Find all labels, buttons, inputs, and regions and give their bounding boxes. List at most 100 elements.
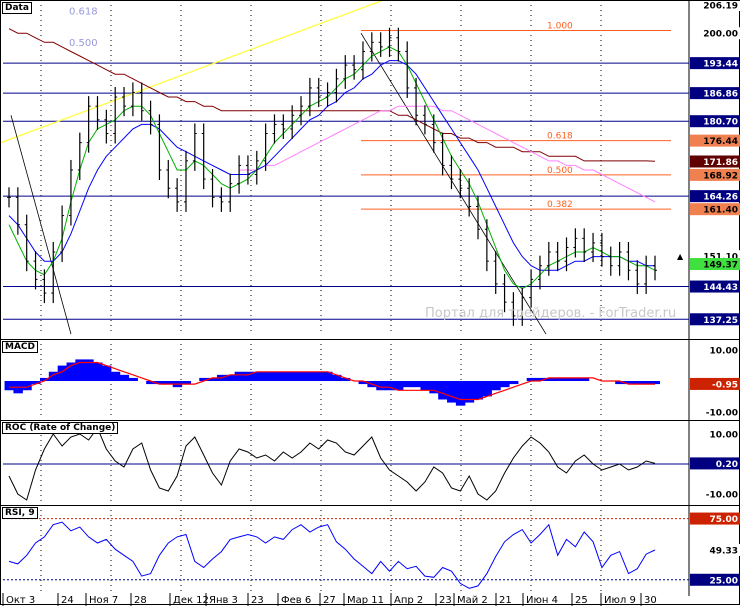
macd-histogram-bar xyxy=(579,377,590,381)
x-tick-label: 23 xyxy=(439,595,452,606)
watermark: Портал для трейдеров. - ForTrader.ru xyxy=(425,306,677,321)
macd-histogram-bar xyxy=(615,381,625,385)
fib-level-label: 0.382 xyxy=(547,200,573,210)
macd-panel-title: MACD xyxy=(2,341,38,353)
rsi-axis-label-box xyxy=(690,573,740,586)
x-tick-label: Окт 3 xyxy=(6,595,35,606)
macd-histogram-bar xyxy=(438,381,448,400)
x-tick-label: Янв 3 xyxy=(209,595,238,606)
macd-histogram-bar xyxy=(84,359,94,381)
roc-current-label-box xyxy=(690,457,740,470)
macd-panel: MACD 10.00 -10.00 -0.95 xyxy=(0,339,740,422)
trend-line xyxy=(1,1,382,144)
macd-histogram-bar xyxy=(155,381,165,385)
macd-histogram-bar xyxy=(243,371,253,381)
price-axis-label-box xyxy=(690,155,740,168)
macd-histogram-bar xyxy=(57,365,68,381)
macd-histogram-bar xyxy=(535,377,545,381)
price-axis-label-box xyxy=(690,57,740,70)
price-axis-label: 193.44 xyxy=(703,60,738,70)
macd-histogram-bar xyxy=(48,371,59,381)
macd-histogram-bar xyxy=(632,381,643,385)
x-tick-label: Май 2 xyxy=(457,595,488,606)
macd-histogram-bar xyxy=(464,381,475,403)
moving-average-blue xyxy=(8,60,655,271)
macd-histogram-bar xyxy=(146,381,156,385)
price-axis-label-box xyxy=(690,190,740,203)
macd-axis-label: 10.00 xyxy=(710,347,738,357)
price-axis-label-box xyxy=(690,168,740,181)
macd-histogram-bar xyxy=(385,381,395,391)
x-tick-label: 21 xyxy=(499,595,512,606)
trend-line xyxy=(360,33,547,335)
macd-histogram-bar xyxy=(402,381,413,388)
price-axis-label: 149.37 xyxy=(703,261,738,271)
macd-histogram-bar xyxy=(208,377,218,381)
macd-histogram-bar xyxy=(22,381,32,391)
rsi-axis-label-box xyxy=(690,512,740,525)
macd-histogram-bar xyxy=(624,381,634,385)
x-tick-label: 27 xyxy=(323,595,336,606)
macd-histogram-bar xyxy=(411,381,422,388)
price-axis-label: 137.25 xyxy=(703,316,738,326)
x-tick-label: 24 xyxy=(61,595,74,606)
macd-histogram-bar xyxy=(526,377,537,381)
x-tick-label: 23 xyxy=(251,595,264,606)
fib-level-label: 1.000 xyxy=(547,21,573,31)
fib-level-label: 0.618 xyxy=(547,132,573,142)
roc-chart: 10.00 -10.00 0.20 xyxy=(3,421,740,507)
price-axis-label-box xyxy=(690,250,740,263)
x-tick-label: Мар 11 xyxy=(347,595,384,606)
macd-histogram-bar xyxy=(93,362,103,381)
macd-histogram-bar xyxy=(110,371,121,381)
macd-histogram-bar xyxy=(482,381,492,397)
macd-chart: 10.00 -10.00 -0.95 xyxy=(4,340,740,422)
macd-histogram-bar xyxy=(393,381,404,391)
x-tick-label: Июн 4 xyxy=(526,595,558,606)
macd-histogram-bar xyxy=(163,381,174,385)
price-axis-label-box xyxy=(690,258,740,271)
macd-histogram-bar xyxy=(641,381,652,385)
x-tick-label: Фев 6 xyxy=(281,595,311,606)
price-axis-label: 180.70 xyxy=(703,118,738,128)
x-tick-label: Апр 2 xyxy=(394,595,423,606)
macd-histogram-bar xyxy=(4,381,15,391)
price-axis-label-box xyxy=(690,115,740,128)
macd-histogram-bar xyxy=(234,371,245,381)
macd-histogram-bar xyxy=(429,381,439,394)
macd-signal-line xyxy=(9,361,655,401)
rsi-panel: RSI, 9 Окт 3 24 Ноя 7 28 Дек 12 Янв 3 23 Фев 6 2… xyxy=(0,505,740,606)
macd-current-label-box xyxy=(690,377,740,390)
price-axis-label: 176.44 xyxy=(703,137,738,147)
roc-panel: ROC (Rate of Change) 10.00 -10.00 0.20 xyxy=(0,420,740,507)
roc-axis-label: 10.00 xyxy=(710,431,738,441)
roc-axis-label: -10.00 xyxy=(706,491,738,501)
price-panel: Data 1.000 0.618 0.500 0.382 0.618 0.500 206.1… xyxy=(0,0,740,340)
price-axis-label: 144.43 xyxy=(703,283,738,293)
roc-panel-title: ROC (Rate of Change) xyxy=(2,422,119,434)
macd-histogram-bar xyxy=(447,381,457,403)
macd-histogram-bar xyxy=(340,377,351,381)
macd-histogram-bar xyxy=(181,381,192,385)
macd-axis-label: -10.00 xyxy=(706,408,738,418)
macd-histogram-bar xyxy=(420,381,430,391)
macd-histogram-bar xyxy=(252,371,262,381)
macd-histogram-bar xyxy=(323,371,333,381)
price-axis-label: 164.26 xyxy=(703,193,738,203)
roc-line xyxy=(8,426,656,501)
macd-histogram-bar xyxy=(553,377,563,381)
macd-histogram-bar xyxy=(332,374,342,381)
macd-histogram-bar xyxy=(473,381,484,400)
moving-average-pink xyxy=(239,105,656,203)
price-axis-label-box xyxy=(690,87,740,100)
macd-histogram-bar xyxy=(314,371,324,381)
rsi-line xyxy=(8,521,656,589)
macd-histogram-bar xyxy=(544,377,554,381)
fib-level-label: 0.618 xyxy=(69,7,98,18)
macd-histogram-bar xyxy=(508,381,519,385)
price-axis-label-box xyxy=(690,1,740,11)
macd-current-label: -0.95 xyxy=(712,380,738,390)
price-axis-label: 168.92 xyxy=(703,171,738,181)
roc-current-label: 0.20 xyxy=(716,460,738,470)
macd-histogram-bar xyxy=(101,365,112,381)
